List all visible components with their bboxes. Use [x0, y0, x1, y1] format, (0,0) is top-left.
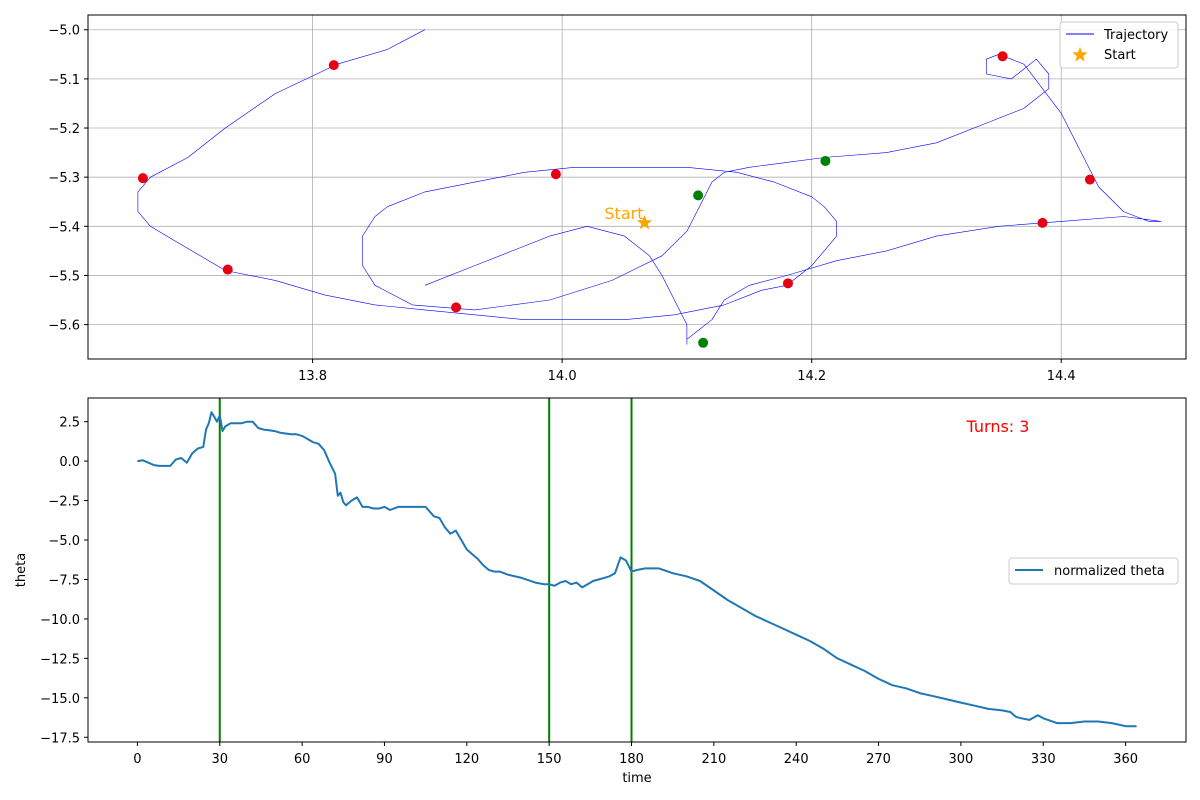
- red-point: [137, 173, 148, 184]
- y-tick-label: −5.0: [48, 534, 80, 549]
- green-point: [693, 190, 704, 201]
- green-point: [820, 155, 831, 166]
- x-tick-label: 0: [133, 752, 141, 767]
- theta-ticks: 0 30 60 90 120 150 180 210 240 270 300 330 360 2.5 0.0…: [40, 416, 1138, 767]
- trajectory-plot: 13.8 14.0 14.2 14.4 −5.0 −5.1 −5.2 −5.3 −5.4 −5.5…: [48, 14, 1187, 384]
- x-tick-label: 330: [1031, 752, 1056, 767]
- trajectory-grid: [88, 15, 1186, 359]
- y-tick-label: −17.5: [40, 731, 80, 746]
- y-tick-label: −5.6: [48, 319, 80, 334]
- trajectory-frame: [87, 14, 1187, 360]
- y-tick-label: −5.2: [48, 122, 80, 137]
- x-tick-label: 300: [948, 752, 973, 767]
- x-tick-label: 14.4: [1047, 369, 1076, 384]
- red-point: [782, 278, 793, 289]
- x-tick-label: 120: [454, 752, 479, 767]
- y-tick-label: −5.3: [48, 171, 80, 186]
- trajectory-legend: Trajectory Start: [1059, 21, 1179, 69]
- red-point: [550, 169, 561, 180]
- legend-start-star: [1072, 47, 1088, 62]
- x-tick-label: 60: [294, 752, 311, 767]
- theta-frame: [87, 397, 1187, 743]
- red-point: [997, 51, 1008, 62]
- x-tick-label: 90: [376, 752, 393, 767]
- y-tick-label: 0.0: [59, 455, 80, 470]
- red-point: [1037, 217, 1048, 228]
- x-tick-label: 180: [619, 752, 644, 767]
- trajectory-ticks: 13.8 14.0 14.2 14.4 −5.0 −5.1 −5.2 −5.3 −5.4 −5.5…: [48, 24, 1075, 384]
- theta-data: [137, 398, 1137, 742]
- y-tick-label: −5.1: [48, 73, 80, 88]
- start-star: [636, 214, 653, 230]
- red-point: [451, 302, 462, 313]
- theta-line: [137, 411, 1137, 728]
- y-tick-label: −5.0: [48, 24, 80, 39]
- turns-annotation: Turns: 3: [966, 417, 1030, 436]
- x-tick-label: 14.0: [548, 369, 577, 384]
- y-tick-label: −10.0: [40, 613, 80, 628]
- red-point: [222, 264, 233, 275]
- red-point: [328, 60, 339, 71]
- y-tick-label: −5.5: [48, 269, 80, 284]
- x-tick-label: 240: [784, 752, 809, 767]
- start-annotation: Start: [604, 204, 643, 223]
- x-tick-label: 13.8: [298, 369, 327, 384]
- trajectory-data: [137, 29, 1162, 348]
- theta-legend-box: [1008, 557, 1179, 585]
- trajectory-line: [137, 29, 1162, 345]
- legend-theta-label: normalized theta: [1054, 564, 1165, 579]
- y-tick-label: −12.5: [40, 652, 80, 667]
- legend-start-label: Start: [1104, 48, 1136, 63]
- green-point: [698, 337, 709, 348]
- legend-trajectory-label: Trajectory: [1103, 28, 1168, 43]
- x-tick-label: 360: [1113, 752, 1138, 767]
- y-tick-label: −5.4: [48, 220, 80, 235]
- x-tick-label: 270: [866, 752, 891, 767]
- y-tick-label: −15.0: [40, 692, 80, 707]
- y-tick-label: −2.5: [48, 495, 80, 510]
- theta-plot: 0 30 60 90 120 150 180 210 240 270 300 330 360 2.5 0.0…: [14, 397, 1187, 786]
- y-tick-label: 2.5: [59, 416, 80, 431]
- x-axis-label: time: [622, 771, 651, 786]
- y-tick-label: −7.5: [48, 573, 80, 588]
- x-tick-label: 14.2: [797, 369, 826, 384]
- x-tick-label: 150: [537, 752, 562, 767]
- theta-legend: normalized theta: [1008, 557, 1179, 585]
- red-point: [1084, 174, 1095, 185]
- x-tick-label: 30: [211, 752, 228, 767]
- y-axis-label: theta: [14, 553, 29, 587]
- x-tick-label: 210: [701, 752, 726, 767]
